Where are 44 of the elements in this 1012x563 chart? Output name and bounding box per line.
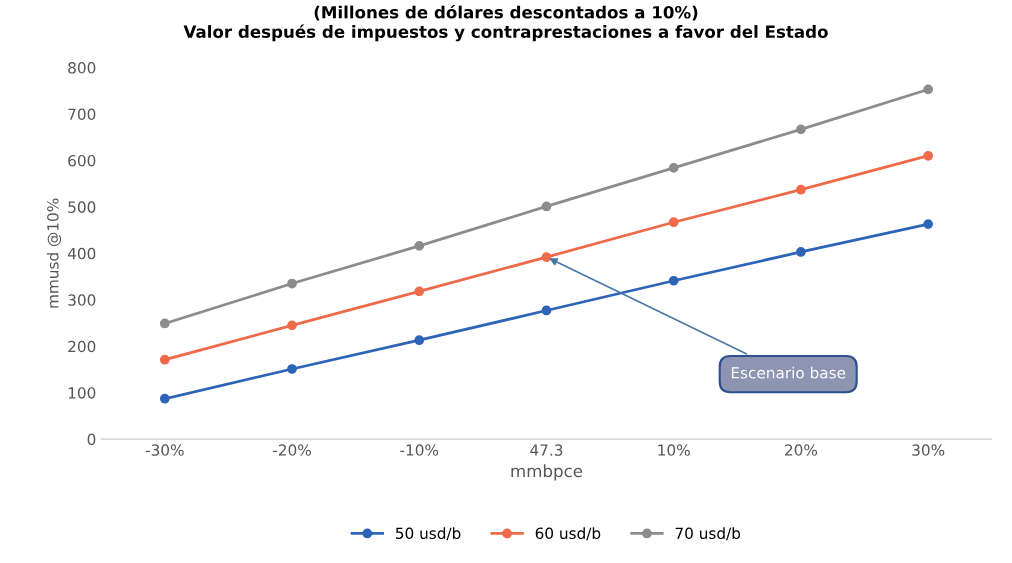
x-tick-label: 47.3 [530,444,563,456]
y-tick-label: 300 [68,294,96,306]
point [287,278,297,289]
x-axis-title: mmbpce [511,464,583,481]
x-tick-label: 10% [658,444,690,456]
chart-title: (Millones de dólares descontados a 10%) Valor después de impuestos y contraprestaciones a favor del Estado [183,4,828,42]
point [923,84,934,95]
point [796,124,806,135]
point [159,393,170,404]
legend-label: 50 usd/b [395,527,461,541]
point [159,354,170,365]
point [159,318,170,329]
point [414,286,425,297]
y-tick-label: 0 [87,433,96,446]
y-tick-label: 600 [68,154,96,167]
point [668,275,679,286]
point [541,305,552,316]
y-tick-label: 100 [68,387,96,399]
y-tick-label: 400 [67,247,96,260]
legend-label: 70 usd/b [675,527,741,541]
y-tick-label: 200 [68,340,96,353]
point [668,217,679,228]
x-tick-label: 30% [912,444,945,456]
point [541,252,552,262]
legend-label: 60 usd/b [535,527,601,541]
annotation: Escenario base [731,366,846,379]
y-tick-label: 700 [68,108,96,121]
point [287,320,297,331]
y-tick-label: 500 [68,201,96,213]
point [796,247,806,257]
point [287,364,297,374]
x-tick-label: 20% [785,444,818,456]
point [796,184,806,195]
point [923,219,934,229]
point [541,201,552,212]
x-tick-label: -30% [145,444,184,456]
point [414,241,425,251]
x-tick-label: -10% [400,444,439,456]
point [668,163,679,173]
y-tick-label: 800 [68,62,96,74]
y-axis-title: mmusd @10% [46,198,62,308]
point [414,335,425,346]
x-tick-label: -20% [273,444,311,456]
point [923,150,934,161]
